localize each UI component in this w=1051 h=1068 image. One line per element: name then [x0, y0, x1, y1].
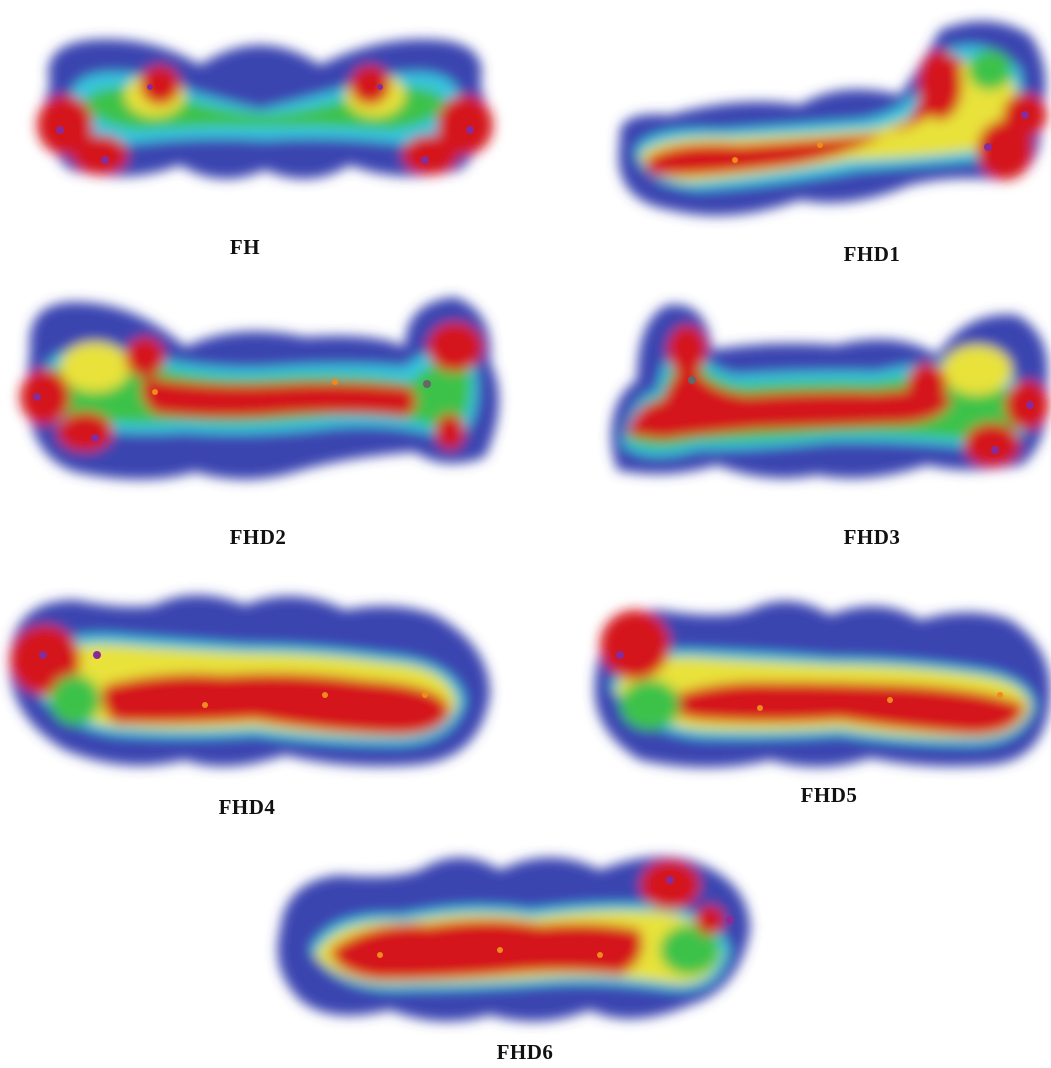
- panel-label-fh: FH: [229, 235, 261, 259]
- panel-label-fhd5: FHD5: [800, 783, 858, 807]
- fhd5-esp-surface: [594, 601, 1051, 768]
- fhd4-esp-map: [5, 585, 495, 775]
- fhd3-esp-map: [607, 300, 1051, 485]
- fhd6-esp-surface: [277, 856, 750, 1022]
- fhd5-esp-map: [590, 590, 1051, 780]
- fhd1-esp-map: [610, 10, 1050, 225]
- fhd2-esp-surface: [20, 297, 499, 480]
- fhd4-esp-surface: [9, 595, 490, 767]
- panel-label-fhd2: FHD2: [229, 525, 287, 549]
- fhd3-esp-surface: [611, 304, 1049, 479]
- fhd2-esp-map: [15, 292, 505, 487]
- fh-esp-map: [30, 25, 500, 195]
- panel-label-fhd6: FHD6: [496, 1040, 554, 1064]
- fhd6-esp-map: [270, 840, 755, 1035]
- panel-label-fhd1: FHD1: [843, 242, 901, 266]
- fhd1-esp-surface: [618, 21, 1047, 216]
- panel-label-fhd3: FHD3: [843, 525, 901, 549]
- fh-esp-surface: [37, 39, 493, 179]
- panel-label-fhd4: FHD4: [218, 795, 276, 819]
